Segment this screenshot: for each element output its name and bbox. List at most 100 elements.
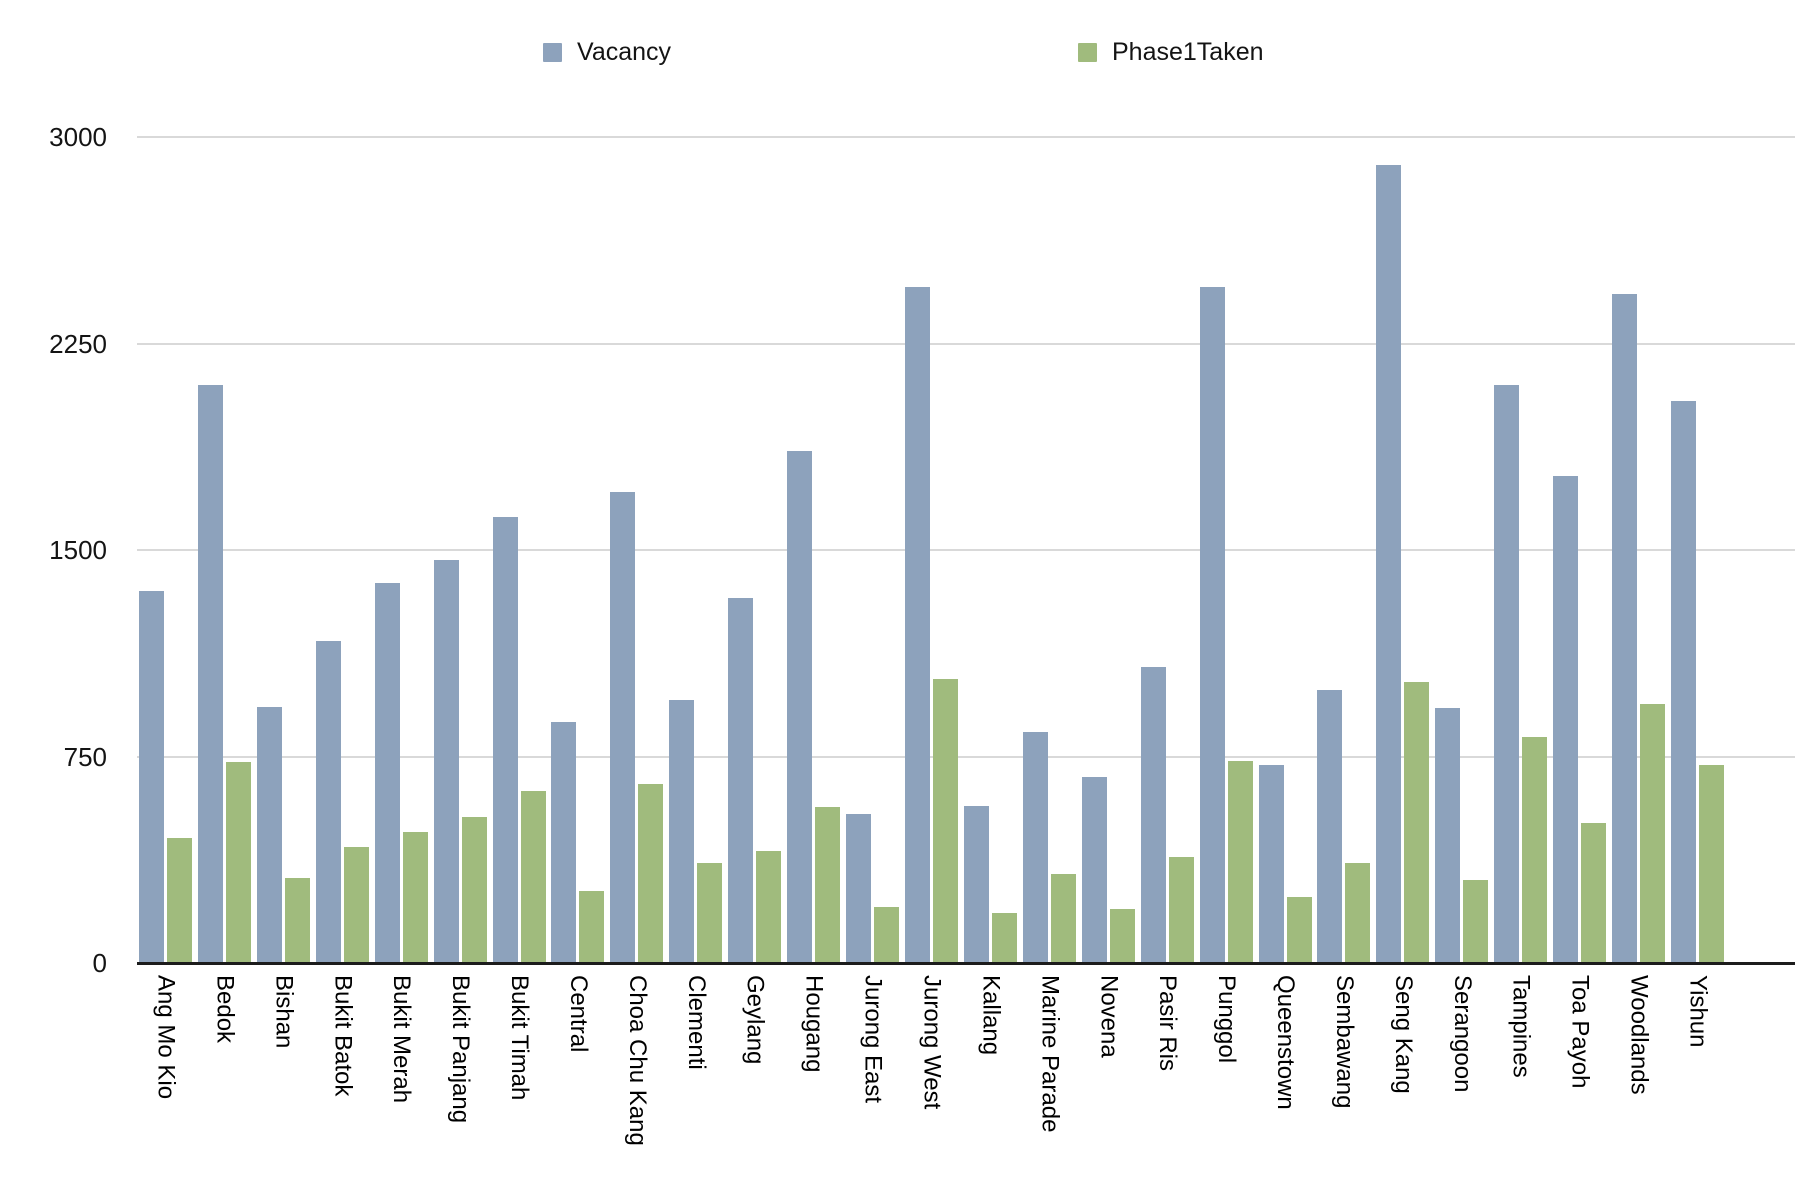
legend-item-phase1taken: Phase1Taken: [1078, 40, 1264, 65]
phase1taken-bar-bishan: [284, 878, 310, 963]
vacancy-bar-clementi: [669, 700, 695, 963]
category-label-novena: Novena: [1095, 975, 1123, 1058]
category-label-bedok: Bedok: [211, 975, 239, 1044]
vacancy-bar-bukit-panjang: [433, 560, 459, 963]
category-label-marine-parade: Marine Parade: [1036, 975, 1064, 1133]
bar-group-clementi: Clementi: [669, 700, 723, 1070]
phase1taken-bar-ang-mo-kio: [167, 838, 192, 963]
bar-group-bishan: Bishan: [256, 707, 310, 1048]
vacancy-bar-yishun: [1670, 401, 1696, 963]
phase1taken-bar-clementi: [697, 863, 723, 963]
phase1taken-bar-novena: [1109, 909, 1135, 963]
x-axis-line: [137, 962, 1795, 965]
phase1taken-bar-bukit-timah: [520, 791, 546, 963]
phase1taken-bar-pasir-ris: [1168, 857, 1194, 963]
phase1taken-bar-bukit-batok: [343, 847, 369, 963]
bar-group-jurong-west: Jurong West: [904, 287, 958, 1109]
plot-area: Ang Mo Kio Bedok Bishan Bukit Batok Bukit Me…: [137, 136, 1795, 1146]
phase1taken-bar-seng-kang: [1404, 682, 1430, 963]
vacancy-bar-jurong-west: [904, 287, 930, 963]
vacancy-bar-kallang: [963, 806, 989, 963]
bar-group-geylang: Geylang: [728, 598, 782, 1064]
vacancy-bar-ang-mo-kio: [139, 591, 164, 963]
vacancy-bar-choa-chu-kang: [610, 492, 636, 963]
bar-group-sembawang: Sembawang: [1317, 690, 1371, 1108]
phase1taken-bar-bedok: [225, 762, 251, 963]
category-label-yishun: Yishun: [1684, 975, 1712, 1048]
bar-group-bukit-batok: Bukit Batok: [315, 641, 369, 1096]
phase1taken-bar-toa-payoh: [1581, 823, 1607, 963]
gridline-2250: [137, 342, 1795, 345]
bar-group-kallang: Kallang: [963, 806, 1017, 1055]
phase1taken-bar-central: [579, 891, 605, 963]
vacancy-bar-serangoon: [1435, 708, 1461, 963]
vacancy-bar-toa-payoh: [1553, 476, 1579, 963]
vacancy-bar-novena: [1081, 777, 1107, 963]
category-label-queenstown: Queenstown: [1272, 975, 1300, 1110]
vacancy-bar-pasir-ris: [1140, 667, 1166, 963]
vacancy-bar-geylang: [728, 598, 754, 963]
phase1taken-bar-woodlands: [1640, 704, 1666, 963]
vacancy-bar-sembawang: [1317, 690, 1343, 963]
bar-group-woodlands: Woodlands: [1612, 294, 1666, 1095]
category-label-seng-kang: Seng Kang: [1389, 975, 1417, 1094]
vacancy-bar-punggol: [1199, 287, 1225, 963]
legend-swatch-vacancy: [543, 43, 562, 62]
vacancy-bar-bedok: [197, 385, 223, 963]
y-tick-label-2250: 2250: [49, 328, 107, 359]
category-label-kallang: Kallang: [977, 975, 1005, 1056]
phase1taken-bar-bukit-merah: [402, 832, 428, 963]
y-tick-label-1500: 1500: [49, 535, 107, 565]
vacancy-bar-hougang: [787, 451, 813, 963]
bar-group-toa-payoh: Toa Payoh: [1553, 476, 1607, 1088]
category-label-jurong-west: Jurong West: [918, 975, 946, 1110]
gridline-1500: [137, 549, 1795, 551]
phase1taken-bar-jurong-east: [874, 907, 900, 963]
bar-group-punggol: Punggol: [1199, 287, 1253, 1063]
vacancy-bar-central: [551, 722, 577, 963]
bar-group-bedok: Bedok: [197, 385, 251, 1043]
vacancy-bar-bukit-merah: [374, 583, 400, 963]
legend-label-phase1taken: Phase1Taken: [1112, 38, 1264, 66]
bar-group-ang-mo-kio: Ang Mo Kio: [139, 591, 192, 1099]
vacancy-bar-seng-kang: [1376, 165, 1402, 963]
vacancy-bar-tampines: [1494, 385, 1520, 963]
category-label-central: Central: [564, 975, 592, 1053]
bar-groups: Ang Mo Kio Bedok Bishan Bukit Batok Bukit Me…: [137, 137, 1795, 1146]
bar-group-queenstown: Queenstown: [1258, 765, 1312, 1110]
category-label-geylang: Geylang: [741, 975, 769, 1065]
y-tick-label-750: 750: [63, 741, 107, 772]
vacancy-bar-jurong-east: [846, 814, 872, 963]
legend-label-vacancy: Vacancy: [577, 38, 672, 66]
legend-swatch-phase1taken: [1078, 43, 1097, 62]
phase1taken-bar-kallang: [991, 913, 1017, 963]
category-label-clementi: Clementi: [682, 975, 710, 1070]
bar-group-bukit-merah: Bukit Merah: [374, 583, 428, 1103]
legend-item-vacancy: Vacancy: [543, 40, 671, 65]
category-label-hougang: Hougang: [800, 975, 828, 1073]
bar-group-yishun: Yishun: [1670, 401, 1724, 1048]
vacancy-bar-bishan: [256, 707, 282, 963]
bar-group-marine-parade: Marine Parade: [1022, 732, 1076, 1132]
phase1taken-bar-bukit-panjang: [461, 817, 487, 963]
bar-group-central: Central: [551, 722, 605, 1052]
category-label-bukit-panjang: Bukit Panjang: [447, 975, 475, 1124]
vacancy-bar-bukit-timah: [492, 517, 518, 963]
category-label-pasir-ris: Pasir Ris: [1154, 975, 1182, 1072]
bar-group-novena: Novena: [1081, 777, 1135, 1058]
category-label-choa-chu-kang: Choa Chu Kang: [623, 975, 651, 1146]
category-label-punggol: Punggol: [1213, 975, 1241, 1064]
category-label-tampines: Tampines: [1507, 975, 1535, 1078]
gridline-3000: [137, 136, 1795, 138]
phase1taken-bar-punggol: [1227, 761, 1253, 963]
vacancy-bar-queenstown: [1258, 765, 1284, 963]
category-label-toa-payoh: Toa Payoh: [1566, 975, 1594, 1089]
vacancy-bar-woodlands: [1612, 294, 1638, 963]
y-tick-label-3000: 3000: [49, 122, 107, 152]
category-label-bishan: Bishan: [270, 975, 298, 1049]
bar-group-hougang: Hougang: [787, 451, 841, 1072]
category-label-bukit-timah: Bukit Timah: [506, 975, 534, 1101]
category-label-bukit-merah: Bukit Merah: [388, 975, 416, 1104]
category-label-bukit-batok: Bukit Batok: [329, 975, 357, 1097]
